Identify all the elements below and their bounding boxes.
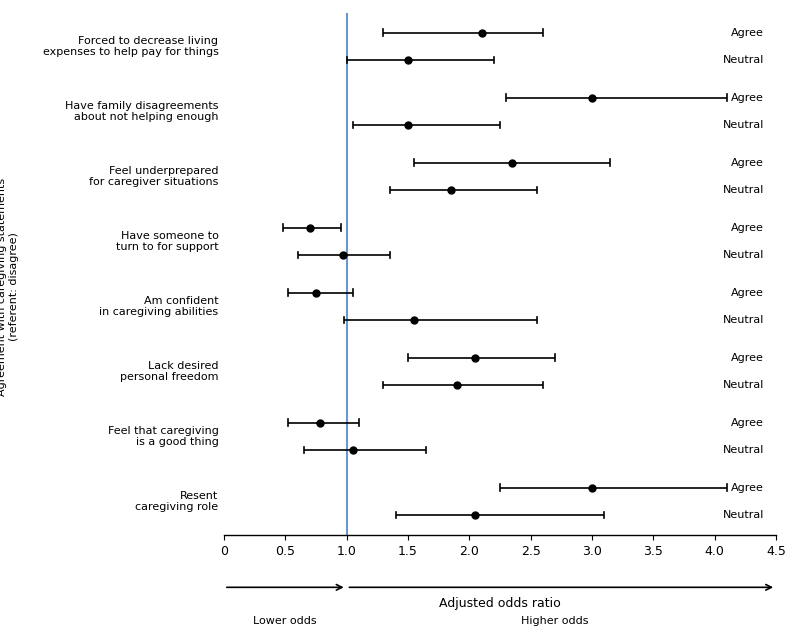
Text: Am confident
in caregiving abilities: Am confident in caregiving abilities — [99, 296, 218, 317]
Text: Neutral: Neutral — [722, 120, 764, 130]
Text: Neutral: Neutral — [722, 250, 764, 260]
Text: Forced to decrease living
expenses to help pay for things: Forced to decrease living expenses to he… — [42, 36, 218, 57]
Text: Agree: Agree — [731, 483, 764, 492]
Text: Agree: Agree — [731, 93, 764, 103]
Text: Agree: Agree — [731, 288, 764, 297]
Text: Neutral: Neutral — [722, 55, 764, 65]
Text: Agreement with caregiving statements
(referent: disagree): Agreement with caregiving statements (re… — [0, 178, 19, 396]
Text: Feel that caregiving
is a good thing: Feel that caregiving is a good thing — [108, 426, 218, 447]
Text: Resent
caregiving role: Resent caregiving role — [135, 490, 218, 512]
Text: Have someone to
turn to for support: Have someone to turn to for support — [116, 231, 218, 252]
Text: Have family disagreements
about not helping enough: Have family disagreements about not help… — [65, 101, 218, 122]
Text: Lack desired
personal freedom: Lack desired personal freedom — [120, 361, 218, 382]
Text: Feel underprepared
for caregiver situations: Feel underprepared for caregiver situati… — [89, 166, 218, 187]
Text: Lower odds: Lower odds — [253, 616, 317, 626]
Text: Neutral: Neutral — [722, 185, 764, 195]
Text: Neutral: Neutral — [722, 510, 764, 520]
Text: Neutral: Neutral — [722, 445, 764, 455]
Text: Agree: Agree — [731, 418, 764, 427]
Text: Agree: Agree — [731, 223, 764, 233]
Text: Agree: Agree — [731, 353, 764, 362]
Text: Neutral: Neutral — [722, 315, 764, 325]
Text: Agree: Agree — [731, 158, 764, 168]
X-axis label: Adjusted odds ratio: Adjusted odds ratio — [439, 597, 561, 610]
Text: Neutral: Neutral — [722, 380, 764, 390]
Text: Agree: Agree — [731, 28, 764, 38]
Text: Higher odds: Higher odds — [522, 616, 589, 626]
